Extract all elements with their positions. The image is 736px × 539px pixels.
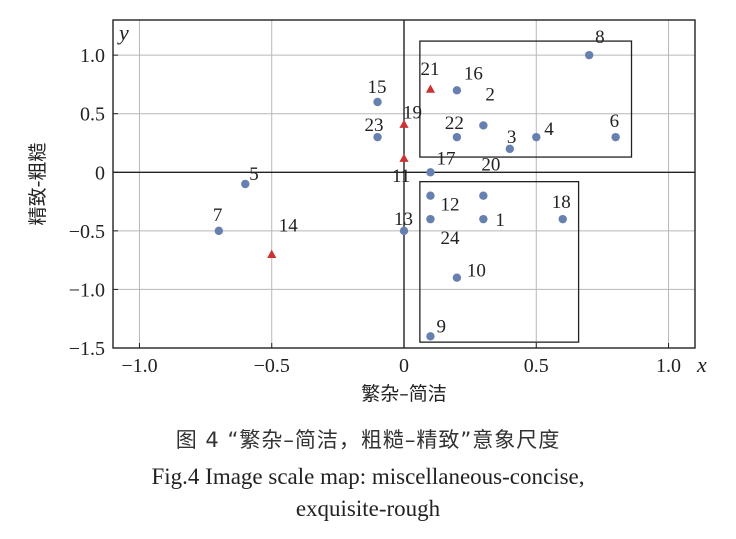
group-boxes xyxy=(419,40,633,343)
point-marker-1 xyxy=(479,214,488,224)
point-marker-7 xyxy=(214,226,224,236)
y-tick-label: 0.5 xyxy=(80,104,105,126)
point-marker-2 xyxy=(479,121,488,130)
y-tick-label: 1.0 xyxy=(80,45,105,67)
point-label-20: 20 xyxy=(481,155,500,176)
point-marker-18 xyxy=(558,214,567,224)
point-marker-24 xyxy=(426,214,435,224)
point-marker-5 xyxy=(241,179,250,189)
point-label-17: 17 xyxy=(436,148,455,169)
point-marker-16 xyxy=(452,86,462,95)
x-tick-label: −0.5 xyxy=(254,355,290,377)
point-marker-10 xyxy=(452,273,462,282)
figure-caption-english-line1: Fig.4 Image scale map: miscellaneous-con… xyxy=(151,464,585,489)
point-label-16: 16 xyxy=(464,63,483,84)
point-marker-22 xyxy=(452,132,462,142)
scatter-chart: −1.0 −0.5 0 0.5 1.0 1.00.50−0.5−1.0−1.5 123 4… xyxy=(27,19,707,405)
x-tick-label: −1.0 xyxy=(121,355,157,377)
x-tick-label: 0.5 xyxy=(524,355,549,377)
point-marker-14 xyxy=(267,249,277,258)
group-box xyxy=(419,40,633,158)
x-axis-label: 繁杂–简洁 xyxy=(361,383,447,405)
point-marker-11 xyxy=(399,153,409,162)
x-ticks: −1.0 −0.5 0 0.5 1.0 xyxy=(121,343,681,377)
x-tick-label: 1.0 xyxy=(656,355,681,377)
y-tick-label: −1.5 xyxy=(69,338,105,360)
x-variable-label: x xyxy=(696,352,707,377)
point-marker-6 xyxy=(611,132,620,142)
point-label-3: 3 xyxy=(507,127,517,148)
point-label-15: 15 xyxy=(368,77,387,98)
point-marker-20 xyxy=(479,191,488,200)
point-label-23: 23 xyxy=(365,115,384,136)
y-tick-label: −1.0 xyxy=(69,279,105,301)
point-marker-12 xyxy=(426,191,435,200)
point-marker-4 xyxy=(532,132,541,142)
x-tick-label: 0 xyxy=(399,355,409,377)
point-marker-21 xyxy=(425,84,436,93)
point-label-18: 18 xyxy=(552,192,571,213)
figure-caption-chinese: 图 4 “繁杂–简洁，粗糙–精致”意象尺度 xyxy=(175,428,561,452)
point-marker-13 xyxy=(399,226,409,236)
point-marker-19 xyxy=(399,119,409,128)
point-label-2: 2 xyxy=(485,84,495,105)
point-label-4: 4 xyxy=(544,119,554,140)
point-marker-17 xyxy=(426,168,435,177)
point-label-8: 8 xyxy=(595,27,605,48)
point-label-24: 24 xyxy=(440,228,460,249)
point-label-9: 9 xyxy=(436,316,446,337)
point-label-19: 19 xyxy=(403,102,422,123)
figure-caption-english-line2: exquisite-rough xyxy=(295,496,441,521)
point-label-22: 22 xyxy=(445,113,464,134)
point-marker-3 xyxy=(505,144,515,154)
point-marker-15 xyxy=(373,97,382,107)
point-label-14: 14 xyxy=(279,215,299,236)
point-label-6: 6 xyxy=(610,111,620,132)
point-label-5: 5 xyxy=(249,164,258,185)
y-tick-label: 0 xyxy=(95,162,105,184)
point-label-21: 21 xyxy=(420,59,439,80)
y-variable-label: y xyxy=(117,20,129,45)
point-label-12: 12 xyxy=(440,195,459,216)
point-marker-8 xyxy=(584,50,594,60)
point-marker-23 xyxy=(373,132,382,142)
point-label-13: 13 xyxy=(394,209,413,230)
group-box xyxy=(419,181,580,343)
zero-axes xyxy=(113,20,695,348)
y-tick-label: −0.5 xyxy=(69,221,105,243)
point-label-10: 10 xyxy=(467,261,486,282)
point-marker-9 xyxy=(426,332,435,341)
point-label-7: 7 xyxy=(213,205,223,226)
y-ticks: 1.0 0.5 0 −0.5 −1.0 −1.5 xyxy=(69,45,118,360)
y-axis-label: 精致-粗糙 xyxy=(27,143,49,226)
point-label-11: 11 xyxy=(392,166,410,187)
point-label-1: 1 xyxy=(495,210,505,231)
